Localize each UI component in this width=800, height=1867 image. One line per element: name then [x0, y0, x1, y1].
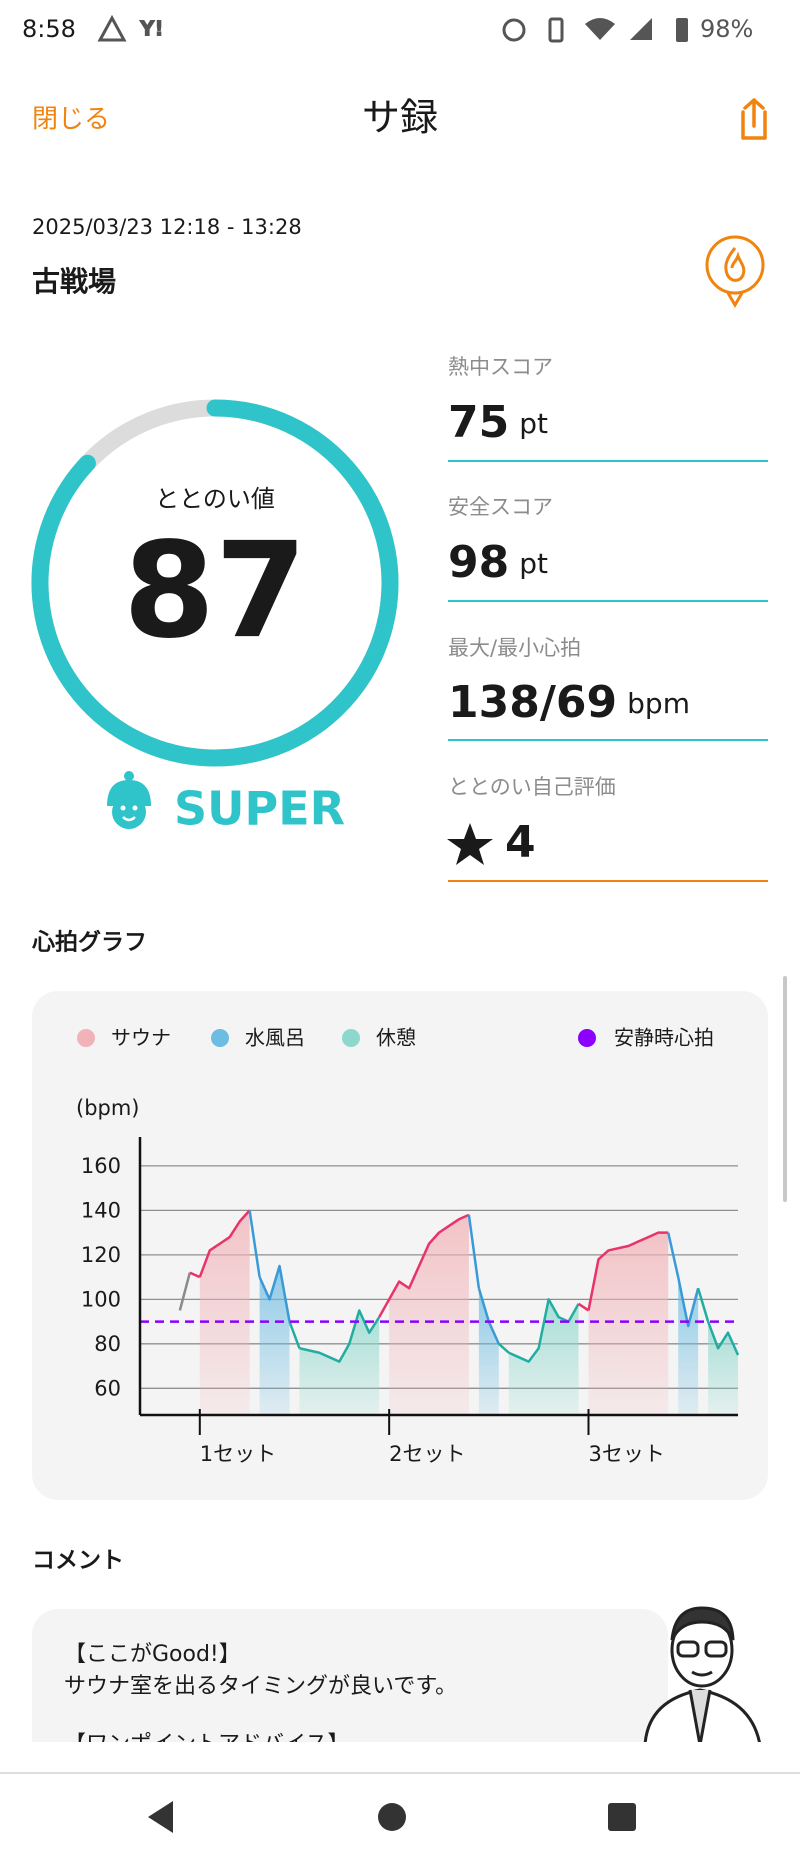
- legend-swatch: [211, 1029, 229, 1047]
- sauna-icon[interactable]: [705, 235, 765, 308]
- y-tick-label: 160: [81, 1154, 121, 1178]
- stat-unit: pt: [519, 547, 548, 580]
- score-gauge: [31, 399, 399, 767]
- heart-rate-line: [388, 1213, 470, 1300]
- phase-area: [508, 1299, 579, 1415]
- status-time: 8:58: [22, 15, 76, 43]
- legend-label: 安静時心拍: [614, 1026, 714, 1050]
- stat-number: 138/69: [448, 677, 617, 728]
- phase-area: [199, 1210, 250, 1415]
- x-tick-label: 1セット: [200, 1442, 276, 1466]
- nav-recent[interactable]: [608, 1803, 636, 1831]
- legend-swatch: [342, 1029, 360, 1047]
- stat-value: 75 pt: [448, 397, 548, 448]
- stat-unit: pt: [519, 407, 548, 440]
- heart-rate-line: [299, 1309, 381, 1363]
- score-label: ととのい値: [155, 485, 275, 513]
- heart-rate-line: [178, 1272, 192, 1311]
- x-tick-label: 2セット: [389, 1442, 465, 1466]
- score-rank: SUPER: [174, 782, 345, 836]
- share-button[interactable]: [741, 98, 767, 140]
- stat-label: 熱中スコア: [448, 355, 553, 379]
- section-title: コメント: [32, 1548, 124, 1574]
- comment-line: サウナ室を出るタイミングが良いです。: [64, 1674, 457, 1699]
- heart-rate-chart: サウナ 水風呂 休憩 安静時心拍 (bpm) 60 80 100 120 140 160 1セット 2セ…: [76, 1026, 740, 1466]
- advisor-illustration: [643, 1606, 761, 1742]
- phase-area: [389, 1214, 469, 1415]
- y-axis-label: (bpm): [76, 1096, 140, 1120]
- comment-line: 【ワンポイントアドバイス】: [64, 1732, 349, 1757]
- comment-line: 【ここがGood!】: [64, 1642, 241, 1667]
- comment-section: コメント 【ここがGood!】 サウナ室を出るタイミングが良いです。 【ワンポイ…: [32, 1548, 761, 1757]
- heart-rate-line: [676, 1276, 700, 1328]
- session-place: 古戦場: [32, 265, 116, 298]
- heart-rate-connector: [696, 1287, 710, 1322]
- y-tick-label: 100: [81, 1287, 121, 1311]
- legend-label: 休憩: [376, 1026, 416, 1050]
- y-tick-label: 120: [81, 1243, 121, 1267]
- y-tick-label: 60: [94, 1376, 121, 1400]
- scrollbar: [783, 976, 787, 1202]
- heart-rate-connector: [378, 1298, 391, 1318]
- comment-card: [32, 1609, 668, 1742]
- heart-rate-connector: [288, 1321, 301, 1349]
- heart-rate-connector: [497, 1342, 510, 1354]
- heart-rate-line: [706, 1321, 740, 1356]
- stat-value: 138/69 bpm: [448, 677, 690, 728]
- stat-label: 最大/最小心拍: [448, 636, 581, 660]
- heart-rate-line: [258, 1264, 291, 1322]
- rank-icon: [107, 771, 151, 829]
- nav-home[interactable]: [378, 1803, 406, 1831]
- heart-rate-connector: [248, 1210, 261, 1278]
- stat-label: 安全スコア: [448, 495, 553, 519]
- x-tick-label: 3セット: [589, 1442, 665, 1466]
- legend-swatch: [77, 1029, 95, 1047]
- stat-number: 98: [448, 537, 509, 588]
- nav-back[interactable]: [148, 1801, 173, 1833]
- section-title: 心拍グラフ: [31, 929, 147, 956]
- heart-rate-line: [198, 1209, 251, 1278]
- heart-rate-connector: [577, 1302, 590, 1312]
- score-value: 87: [123, 514, 307, 668]
- rating-star: [447, 823, 493, 865]
- stat-unit: bpm: [627, 687, 690, 720]
- legend-swatch: [578, 1029, 596, 1047]
- heart-rate-connector: [189, 1271, 201, 1279]
- phase-area: [478, 1288, 499, 1415]
- phase-area: [588, 1232, 669, 1415]
- y-tick-label: 80: [94, 1332, 121, 1356]
- session-datetime: 2025/03/23 12:18 - 13:28: [32, 215, 302, 239]
- stat-label: ととのい自己評価: [448, 775, 616, 799]
- status-battery: 98%: [700, 15, 753, 43]
- y-tick-label: 140: [81, 1198, 121, 1222]
- legend-label: サウナ: [111, 1026, 171, 1050]
- gauge-arc: [31, 399, 399, 767]
- close-button[interactable]: 閉じる: [32, 105, 110, 135]
- legend-label: 水風呂: [245, 1026, 305, 1050]
- status-icons: Y!: [97, 14, 688, 43]
- svg-text:Y!: Y!: [139, 17, 164, 41]
- heart-rate-connector: [467, 1214, 481, 1289]
- stat-value: 4: [505, 817, 536, 868]
- phase-area: [259, 1265, 290, 1415]
- heart-rate-connector: [667, 1232, 680, 1278]
- header-title: サ録: [362, 96, 438, 140]
- heart-rate-line: [587, 1231, 669, 1311]
- stat-value: 98 pt: [448, 537, 548, 588]
- stat-number: 75: [448, 397, 509, 448]
